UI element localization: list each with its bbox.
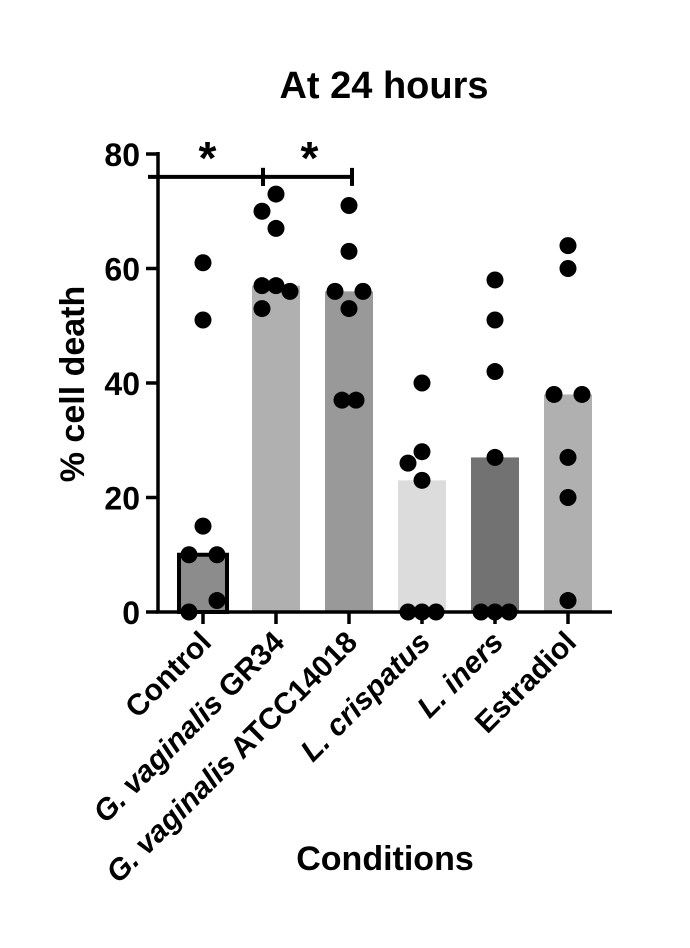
point-0-1 [194, 311, 212, 329]
point-5-6 [559, 592, 577, 610]
y-axis-label: % cell death [54, 286, 92, 483]
point-2-1 [340, 242, 358, 260]
point-4-5 [486, 603, 504, 621]
y-tick-label-60: 60 [104, 252, 140, 288]
point-2-0 [340, 197, 358, 215]
point-1-5 [281, 282, 299, 300]
point-3-1 [413, 443, 431, 461]
point-0-6 [208, 592, 226, 610]
point-4-3 [486, 448, 504, 466]
bars-group [177, 285, 592, 614]
point-4-4 [472, 603, 490, 621]
point-4-1 [486, 311, 504, 329]
significance-group: * * [148, 132, 354, 186]
y-tick-label-40: 40 [104, 366, 140, 402]
point-5-1 [559, 260, 577, 277]
point-1-3 [253, 277, 271, 295]
point-2-3 [354, 282, 372, 300]
point-3-0 [413, 374, 431, 392]
point-3-4 [399, 603, 417, 621]
point-2-4 [340, 300, 358, 318]
point-2-2 [326, 282, 344, 300]
bar-4 [471, 457, 519, 612]
point-4-2 [486, 363, 504, 381]
point-0-3 [180, 546, 198, 564]
point-3-3 [413, 471, 431, 489]
chart-title: At 24 hours [279, 65, 488, 107]
point-1-6 [253, 300, 271, 318]
axes-group: 0 20 40 60 80 [104, 137, 612, 631]
point-2-6 [347, 391, 365, 409]
x-axis-label: Conditions [296, 840, 474, 878]
point-5-5 [559, 489, 577, 506]
point-1-0 [267, 185, 285, 203]
bar-2 [325, 291, 373, 612]
point-0-4 [208, 546, 226, 564]
y-tick-label-80: 80 [104, 137, 140, 173]
y-tick-label-0: 0 [122, 595, 140, 631]
sig-label-0: * [199, 132, 217, 184]
point-3-5 [413, 603, 431, 621]
point-4-0 [486, 271, 504, 289]
point-2-5 [333, 391, 351, 409]
point-5-2 [545, 385, 563, 403]
point-4-6 [500, 603, 518, 621]
point-0-2 [194, 517, 212, 535]
bar-3 [398, 480, 446, 612]
points-group [180, 185, 591, 621]
point-3-2 [399, 454, 417, 472]
bar-1 [252, 285, 300, 612]
point-0-0 [194, 254, 212, 272]
point-1-1 [253, 202, 271, 220]
sig-label-1: * [301, 132, 319, 184]
point-1-2 [267, 219, 285, 237]
point-5-0 [559, 237, 577, 255]
point-3-6 [427, 603, 445, 621]
point-1-4 [267, 277, 285, 295]
point-5-3 [573, 385, 591, 403]
y-tick-label-20: 20 [104, 481, 140, 517]
point-0-5 [180, 603, 198, 621]
point-5-4 [559, 448, 577, 466]
